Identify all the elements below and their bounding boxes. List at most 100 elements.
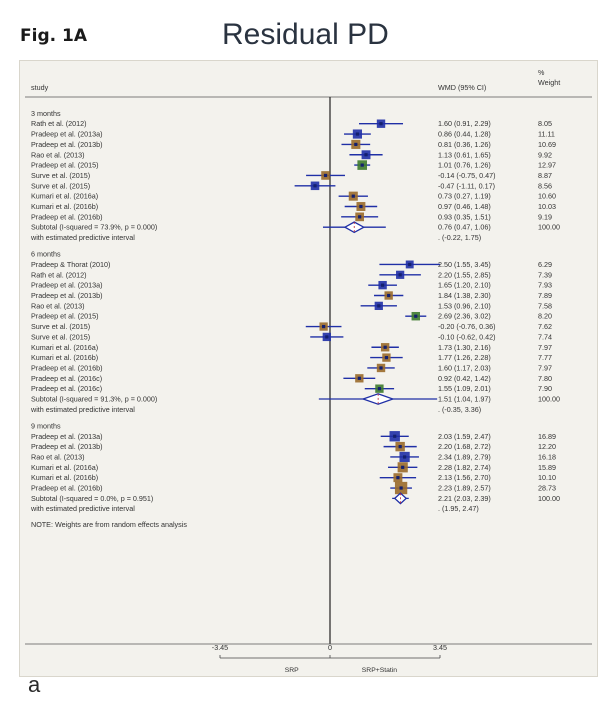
study-label: Kumari et al. (2016a)	[31, 343, 98, 352]
weight-value: 12.20	[538, 442, 556, 451]
weight-value: 10.03	[538, 202, 556, 211]
point-estimate	[351, 194, 355, 198]
point-estimate	[408, 262, 412, 267]
ci-value: 2.03 (1.59, 2.47)	[438, 432, 491, 441]
panel-letter: a	[28, 672, 41, 697]
group-label: 3 months	[31, 109, 61, 118]
figure-label: Fig. 1A	[20, 26, 87, 46]
point-estimate	[358, 215, 362, 219]
point-estimate	[403, 455, 407, 459]
weight-value: 28.73	[538, 484, 556, 493]
ci-value: -0.14 (-0.75, 0.47)	[438, 171, 496, 180]
point-estimate	[355, 132, 360, 136]
weight-value: 11.11	[538, 130, 555, 139]
weight-value: 8.05	[538, 119, 552, 128]
subtotal-label: Subtotal (I-squared = 91.3%, p = 0.000)	[31, 395, 157, 404]
study-label: Pradeep et al. (2013b)	[31, 291, 103, 300]
study-label: Surve et al. (2015)	[31, 181, 90, 190]
subtotal-weight-value: 100.00	[538, 223, 560, 232]
study-label: Surve et al. (2015)	[31, 322, 90, 331]
predictive-label: with estimated predictive interval	[30, 233, 135, 242]
weight-value: 8.56	[538, 181, 552, 190]
weight-value: 9.92	[538, 150, 552, 159]
point-estimate	[364, 153, 368, 157]
ci-value: 1.84 (1.38, 2.30)	[438, 291, 491, 300]
weight-value: 7.77	[538, 353, 552, 362]
forest-plot-panel: study WMD (95% CI)% Weight 3 months Rath et …	[19, 60, 598, 677]
ci-value: 1.13 (0.61, 1.65)	[438, 150, 491, 159]
ci-value: 0.73 (0.27, 1.19)	[438, 192, 491, 201]
point-estimate	[401, 465, 405, 469]
point-estimate	[313, 184, 317, 188]
point-estimate	[398, 273, 402, 277]
study-label: Kumari et al. (2016b)	[31, 202, 98, 211]
weight-value: 9.19	[538, 212, 552, 221]
header-weight: Weight	[538, 78, 560, 87]
weight-value: 7.97	[538, 343, 552, 352]
study-label: Pradeep et al. (2013a)	[31, 130, 103, 139]
predictive-ci-value: . (-0.35, 3.36)	[438, 405, 481, 414]
study-label: Rath et al. (2012)	[31, 119, 87, 128]
ci-value: 1.77 (1.26, 2.28)	[438, 353, 491, 362]
subtotal-weight-value: 100.00	[538, 395, 560, 404]
ci-value: 1.53 (0.96, 2.10)	[438, 301, 491, 310]
point-estimate	[323, 173, 328, 178]
study-label: Pradeep et al. (2015)	[31, 312, 99, 321]
study-label: Pradeep et al. (2016c)	[31, 384, 102, 393]
predictive-ci-value: . (1.95, 2.47)	[438, 504, 479, 513]
study-label: Kumari et al. (2016b)	[31, 473, 98, 482]
study-label: Kumari et al. (2016b)	[31, 353, 98, 362]
weight-value: 10.69	[538, 140, 556, 149]
predictive-label: with estimated predictive interval	[30, 504, 135, 513]
weight-value: 7.80	[538, 374, 552, 383]
chart-title: Residual PD	[222, 18, 389, 51]
study-label: Pradeep et al. (2016b)	[31, 212, 103, 221]
point-estimate	[325, 335, 329, 339]
weight-value: 7.62	[538, 322, 552, 331]
study-label: Rath et al. (2012)	[31, 270, 87, 279]
point-estimate	[383, 345, 387, 349]
point-estimate	[387, 293, 391, 298]
study-label: Pradeep & Thorat (2010)	[31, 260, 110, 269]
subtotal-ci-value: 2.21 (2.03, 2.39)	[438, 494, 491, 503]
point-estimate	[393, 434, 397, 438]
predictive-label: with estimated predictive interval	[30, 405, 135, 414]
header-study: study	[31, 83, 49, 92]
point-estimate	[379, 122, 383, 126]
weight-value: 12.97	[538, 161, 556, 170]
weight-value: 7.89	[538, 291, 552, 300]
subtotal-ci-value: 0.76 (0.47, 1.06)	[438, 223, 491, 232]
weight-value: 15.89	[538, 463, 556, 472]
ci-value: 0.97 (0.46, 1.48)	[438, 202, 491, 211]
ci-value: 1.60 (1.17, 2.03)	[438, 363, 491, 372]
point-estimate	[359, 204, 363, 209]
weight-value: 7.93	[538, 281, 552, 290]
header-wmd: WMD (95% CI)	[438, 83, 486, 92]
study-label: Pradeep et al. (2013b)	[31, 442, 103, 451]
study-label: Kumari et al. (2016a)	[31, 463, 98, 472]
weight-value: 7.58	[538, 301, 552, 310]
weight-value: 7.74	[538, 332, 552, 341]
point-estimate	[322, 324, 326, 329]
ci-value: 2.23 (1.89, 2.57)	[438, 484, 491, 493]
ci-value: 1.60 (0.91, 2.29)	[438, 119, 491, 128]
x-axis-label-srp-statin: SRP+Statin	[362, 667, 398, 674]
group-label: 6 months	[31, 250, 61, 259]
weight-value: 8.20	[538, 312, 552, 321]
header-weight-percent: %	[538, 68, 545, 77]
x-tick-label: 0	[328, 643, 332, 652]
subtotal-weight-value: 100.00	[538, 494, 560, 503]
ci-value: 0.86 (0.44, 1.28)	[438, 130, 491, 139]
point-estimate	[379, 366, 383, 370]
ci-value: 2.50 (1.55, 3.45)	[438, 260, 491, 269]
ci-value: 2.69 (2.36, 3.02)	[438, 312, 491, 321]
ci-value: -0.20 (-0.76, 0.36)	[438, 322, 496, 331]
point-estimate	[381, 283, 385, 287]
point-estimate	[396, 476, 400, 480]
group-label: 9 months	[31, 421, 61, 430]
weight-value: 16.18	[538, 452, 556, 461]
x-tick-label: 3.45	[433, 643, 447, 652]
point-estimate	[354, 142, 358, 146]
weight-value: 8.87	[538, 171, 552, 180]
point-estimate	[360, 163, 364, 167]
